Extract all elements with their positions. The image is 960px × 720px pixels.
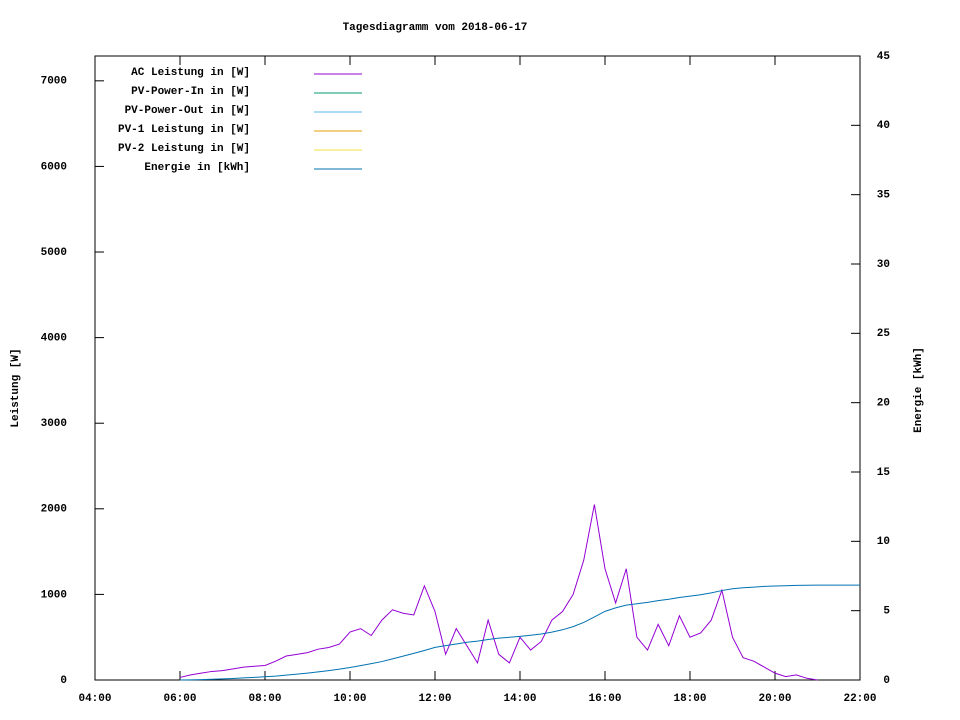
y2-tick-label: 45	[877, 51, 891, 63]
x-tick-label: 22:00	[843, 693, 876, 705]
legend-label: Energie in [kWh]	[144, 162, 250, 174]
legend-label: PV-2 Leistung in [W]	[118, 143, 250, 155]
legend-label: PV-Power-Out in [W]	[125, 105, 250, 117]
y2-tick-label: 35	[877, 190, 891, 202]
legend-label: PV-Power-In in [W]	[131, 86, 250, 98]
y-tick-label: 6000	[41, 161, 67, 173]
y2-tick-label: 5	[883, 606, 890, 618]
y2-tick-label: 15	[877, 467, 891, 479]
y-tick-label: 4000	[41, 333, 67, 345]
y-tick-label: 3000	[41, 418, 67, 430]
x-tick-label: 04:00	[78, 693, 111, 705]
y-tick-label: 5000	[41, 247, 67, 259]
chart-title: Tagesdiagramm vom 2018-06-17	[343, 22, 528, 34]
y-tick-label: 7000	[41, 76, 67, 88]
y-tick-label: 0	[60, 675, 67, 687]
x-tick-label: 12:00	[418, 693, 451, 705]
x-tick-label: 10:00	[333, 693, 366, 705]
x-tick-label: 14:00	[503, 693, 536, 705]
y-axis-label: Leistung [W]	[10, 348, 22, 427]
y2-tick-label: 30	[877, 259, 890, 271]
y-tick-label: 1000	[41, 589, 67, 601]
x-tick-label: 20:00	[758, 693, 791, 705]
y2-tick-label: 20	[877, 398, 890, 410]
series-line	[179, 504, 818, 681]
y2-tick-label: 10	[877, 536, 890, 548]
legend-label: AC Leistung in [W]	[131, 67, 250, 79]
x-tick-label: 06:00	[163, 693, 196, 705]
y2-tick-label: 0	[883, 675, 890, 687]
y2-tick-label: 25	[877, 328, 891, 340]
x-tick-label: 08:00	[248, 693, 281, 705]
x-tick-label: 16:00	[588, 693, 621, 705]
y2-tick-label: 40	[877, 120, 890, 132]
legend-label: PV-1 Leistung in [W]	[118, 124, 250, 136]
plot-frame	[94, 55, 861, 681]
series-line	[179, 584, 860, 681]
x-tick-label: 18:00	[673, 693, 706, 705]
y2-axis-label: Energie [kWh]	[913, 347, 925, 433]
y-tick-label: 2000	[41, 504, 67, 516]
